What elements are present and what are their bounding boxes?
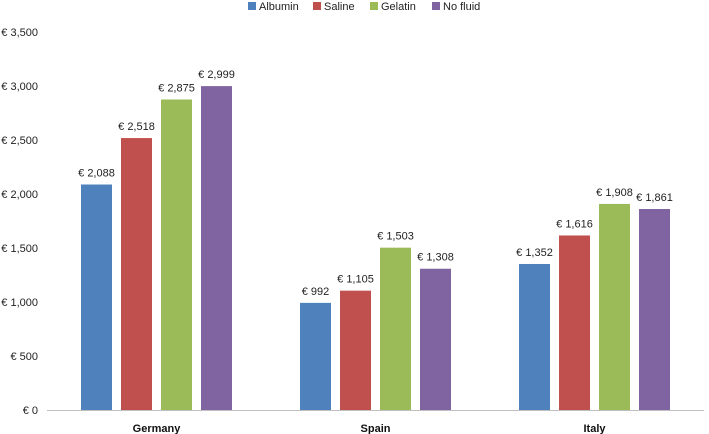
bar-saline-germany <box>121 138 152 410</box>
data-label: € 1,308 <box>417 252 454 264</box>
bar-albumin-germany <box>81 184 112 410</box>
data-label: € 2,875 <box>158 83 195 95</box>
legend-label: Albumin <box>259 1 299 13</box>
data-label: € 1,908 <box>596 187 633 199</box>
y-tick-label: € 0 <box>23 405 38 417</box>
bar-no-fluid-germany <box>201 86 232 410</box>
data-label: € 1,616 <box>556 218 593 230</box>
y-axis: € 0 € 500 € 1,000 € 1,500 € 2,000 € 2,500 € 3,… <box>1 27 38 417</box>
y-tick-label: € 3,000 <box>1 81 38 93</box>
y-tick-label: € 3,500 <box>1 27 38 39</box>
y-tick-label: € 500 <box>10 351 38 363</box>
bar-albumin-italy <box>519 263 550 410</box>
y-tick-label: € 1,000 <box>1 297 38 309</box>
legend-swatch-no-fluid <box>432 2 440 10</box>
data-label: € 1,861 <box>636 192 673 204</box>
legend: Albumin Saline Gelatin No fluid <box>248 1 480 13</box>
data-label: € 2,518 <box>118 121 155 133</box>
bar-saline-italy <box>559 235 590 410</box>
bar-gelatin-spain <box>380 247 411 410</box>
x-category-label: Italy <box>583 423 606 434</box>
legend-swatch-gelatin <box>370 2 378 10</box>
data-label: € 1,105 <box>337 274 374 286</box>
bar-no-fluid-italy <box>639 209 670 410</box>
x-category-label: Spain <box>361 423 391 434</box>
legend-swatch-albumin <box>248 2 256 10</box>
bar-gelatin-germany <box>161 99 192 410</box>
y-tick-label: € 2,000 <box>1 189 38 201</box>
bar-saline-spain <box>340 290 371 410</box>
legend-label: Gelatin <box>381 1 416 13</box>
legend-label: No fluid <box>443 1 480 13</box>
bar-gelatin-italy <box>599 203 630 410</box>
data-label: € 992 <box>302 286 330 298</box>
legend-swatch-saline <box>313 2 321 10</box>
bar-no-fluid-spain <box>420 268 451 410</box>
plot-area: € 2,088 € 2,518 € 2,875€ 2,999 € 992 € 1,105… <box>78 69 673 410</box>
data-label: € 2,088 <box>78 167 115 179</box>
data-label: € 2,999 <box>198 69 235 81</box>
x-axis: Germany Spain Italy <box>47 410 704 434</box>
bar-albumin-spain <box>300 302 331 410</box>
x-category-label: Germany <box>133 423 182 434</box>
y-tick-label: € 1,500 <box>1 243 38 255</box>
data-label: € 1,503 <box>377 231 414 243</box>
y-tick-label: € 2,500 <box>1 135 38 147</box>
data-label: € 1,352 <box>516 247 553 259</box>
legend-label: Saline <box>324 1 355 13</box>
